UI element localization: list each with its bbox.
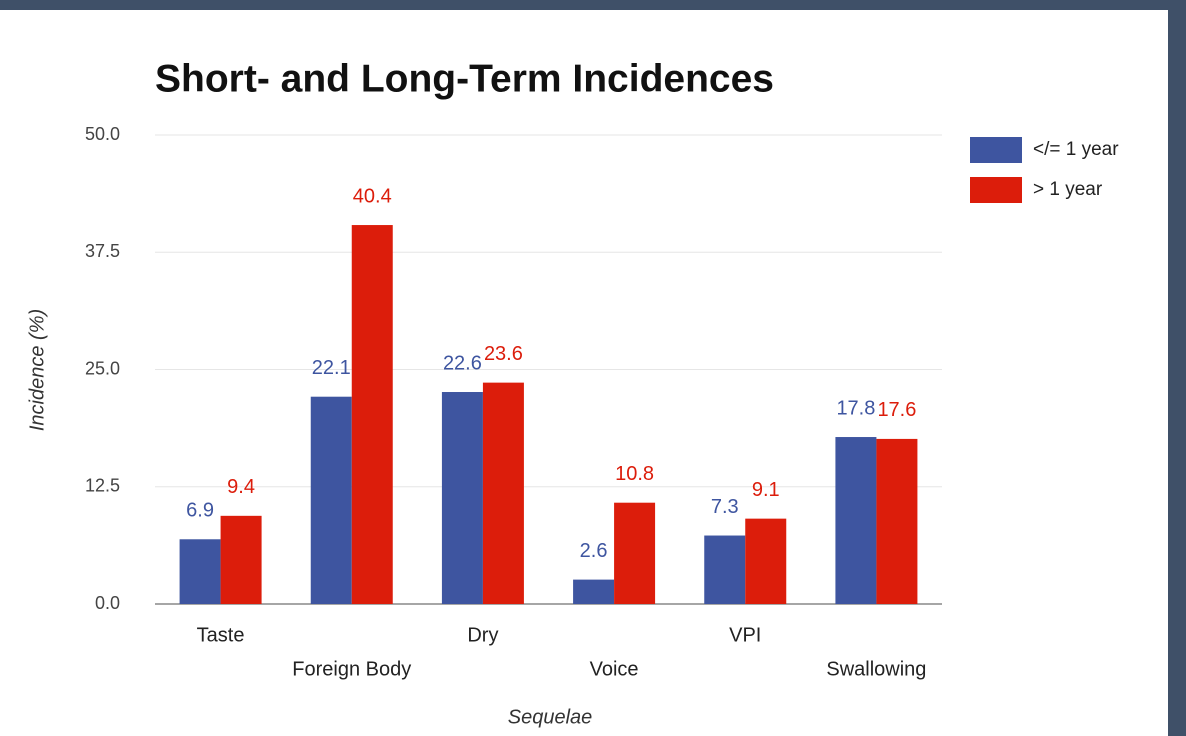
bar [835, 437, 877, 604]
bar [745, 518, 787, 604]
y-tick-label: 12.5 [85, 476, 120, 496]
bar [179, 539, 221, 604]
data-label: 6.9 [186, 500, 214, 522]
data-label: 22.6 [443, 352, 482, 374]
bar [704, 535, 746, 604]
y-axis-label: Incidence (%) [26, 309, 48, 431]
bar [482, 382, 524, 604]
legend-label: </= 1 year [1033, 139, 1119, 160]
bar [351, 225, 393, 604]
data-label: 40.4 [353, 185, 392, 207]
data-label: 23.6 [484, 343, 523, 365]
bar [876, 438, 918, 604]
y-tick-label: 37.5 [85, 241, 120, 261]
bar [614, 502, 656, 604]
x-tick-label: Voice [590, 658, 639, 680]
legend-swatch [970, 177, 1022, 203]
data-label: 17.6 [877, 399, 916, 421]
data-label: 2.6 [580, 540, 608, 562]
x-axis-label: Sequelae [508, 706, 593, 728]
data-label: 10.8 [615, 463, 654, 485]
y-tick-label: 0.0 [95, 593, 120, 613]
bar [441, 392, 483, 604]
x-tick-label: Taste [197, 624, 245, 646]
data-label: 7.3 [711, 496, 739, 518]
legend-swatch [970, 137, 1022, 163]
legend-label: > 1 year [1033, 179, 1103, 200]
chart-background [0, 10, 1168, 736]
data-label: 9.4 [227, 476, 255, 498]
data-label: 9.1 [752, 479, 780, 501]
data-label: 17.8 [836, 397, 875, 419]
y-tick-label: 25.0 [85, 358, 120, 378]
x-tick-label: Dry [467, 624, 498, 646]
y-tick-label: 50.0 [85, 124, 120, 144]
x-tick-label: Foreign Body [292, 658, 411, 680]
bar [310, 396, 352, 604]
chart-title: Short- and Long-Term Incidences [155, 57, 774, 100]
x-tick-label: Swallowing [826, 658, 926, 680]
data-label: 22.1 [312, 357, 351, 379]
x-tick-label: VPI [729, 624, 761, 646]
bar [573, 579, 615, 604]
bar [220, 515, 262, 604]
